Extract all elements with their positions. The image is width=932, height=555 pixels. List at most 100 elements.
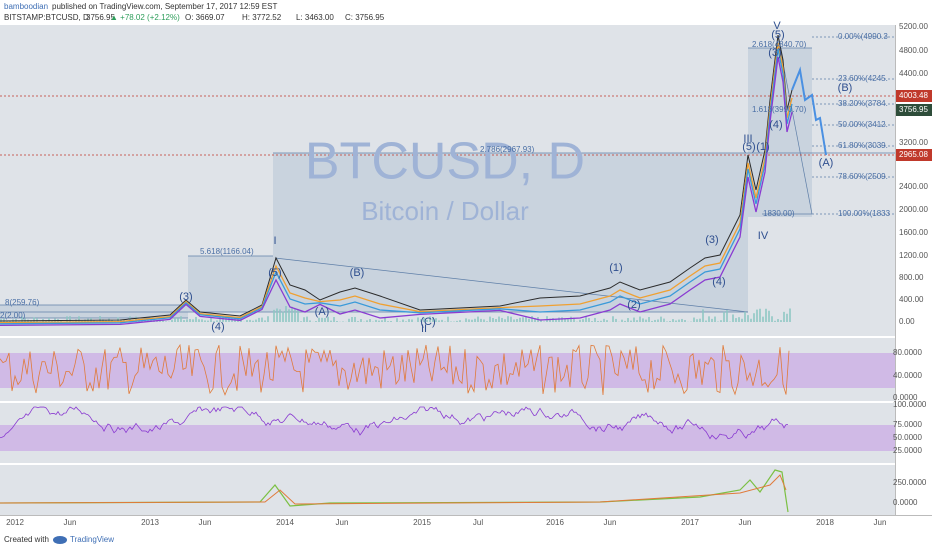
price-label: 2000.00 <box>899 205 928 214</box>
ohlc: L: 3463.00 <box>296 13 334 22</box>
volume-bar <box>495 319 497 322</box>
volume-bar <box>693 318 695 322</box>
volume-bar <box>276 308 278 322</box>
volume-bar <box>771 316 773 322</box>
ohlc: O: 3669.07 <box>185 13 225 22</box>
volume-bar <box>297 309 299 322</box>
volume-bar <box>180 316 182 322</box>
published: published on TradingView.com, September … <box>52 2 277 11</box>
volume-bar <box>447 317 449 322</box>
volume-bar <box>663 319 665 322</box>
volume-bar <box>750 319 752 322</box>
time-label: Jun <box>199 518 212 527</box>
volume-bar <box>357 321 359 322</box>
time-label: Jun <box>64 518 77 527</box>
volume-bar <box>621 320 623 322</box>
volume-bar <box>396 318 398 322</box>
wave-label: (2) <box>627 299 640 311</box>
time-label: 2012 <box>6 518 24 527</box>
time-label: 2017 <box>681 518 699 527</box>
volume-bar <box>456 321 458 322</box>
volume-bar <box>489 317 491 322</box>
volume-bar <box>612 316 614 322</box>
axis-line <box>0 515 932 516</box>
volume-bar <box>759 309 761 322</box>
author: bamboodian <box>4 2 48 11</box>
price-label: 0.00 <box>899 317 915 326</box>
ohlc: H: 3772.52 <box>242 13 282 22</box>
volume-bar <box>402 320 404 322</box>
wave-label: II <box>421 323 427 335</box>
volume-bar <box>471 320 473 322</box>
volume-bar <box>702 309 704 322</box>
volume-bar <box>786 314 788 322</box>
time-label: 2013 <box>141 518 159 527</box>
wave-label: (A) <box>315 306 330 318</box>
volume-bar <box>477 317 479 322</box>
wave-label: (3) <box>179 291 192 303</box>
volume-bar <box>630 321 632 322</box>
volume-bar <box>321 318 323 322</box>
time-label: Jul <box>473 518 483 527</box>
footer-text: Created with <box>4 535 49 544</box>
volume-bar <box>627 318 629 322</box>
wave-label: I <box>273 235 276 247</box>
volume-bar <box>291 307 293 322</box>
change: ▲ +78.02 (+2.12%) <box>110 13 180 22</box>
volume-bar <box>516 319 518 322</box>
volume-bar <box>708 316 710 322</box>
volume-bar <box>267 316 269 322</box>
time-label: Jun <box>874 518 887 527</box>
pane-divider <box>0 463 895 465</box>
volume-bar <box>570 317 572 322</box>
volume-bar <box>642 318 644 322</box>
volume-bar <box>459 320 461 322</box>
volume-bar <box>789 308 791 322</box>
volume-bar <box>726 310 728 322</box>
volume-bar <box>177 318 179 322</box>
volume-bar <box>294 308 296 322</box>
volume-bar <box>381 320 383 322</box>
volume-bar <box>354 317 356 322</box>
volume-bar <box>360 319 362 322</box>
wave-label: (B) <box>350 267 365 279</box>
volume-bar <box>567 319 569 322</box>
volume-bar <box>48 318 50 322</box>
watermark: Bitcoin / Dollar <box>361 196 529 226</box>
rsi-label: 25.0000 <box>893 446 922 455</box>
volume-bar <box>777 319 779 322</box>
volume-bar <box>186 319 188 322</box>
volume-bar <box>192 319 194 322</box>
volume-bar <box>258 318 260 322</box>
volume-bar <box>324 318 326 322</box>
volume-bar <box>606 320 608 322</box>
volume-bar <box>69 316 71 322</box>
price-label: 800.00 <box>899 273 924 282</box>
fib-label: 1830.00) <box>763 209 795 218</box>
wave-label: (3) <box>705 234 718 246</box>
wave-label: (4) <box>712 276 725 288</box>
wave-label: (1) <box>756 141 769 153</box>
time-label: Jun <box>604 518 617 527</box>
volume-bar <box>201 319 203 322</box>
volume-bar <box>249 320 251 322</box>
pane-divider <box>0 401 895 403</box>
watermark: BTCUSD, D <box>305 133 585 191</box>
macd-label: 0.0000 <box>893 498 918 507</box>
volume-bar <box>483 319 485 322</box>
volume-bar <box>33 317 35 322</box>
volume-bar <box>441 320 443 322</box>
volume-bar <box>579 320 581 322</box>
volume-bar <box>198 319 200 322</box>
volume-bar <box>597 321 599 322</box>
rsi-band <box>0 425 895 451</box>
time-label: 2016 <box>546 518 564 527</box>
volume-bar <box>594 318 596 322</box>
volume-bar <box>165 321 167 322</box>
volume-bar <box>747 315 749 322</box>
time-label: 2015 <box>413 518 431 527</box>
volume-bar <box>255 320 257 322</box>
price-tag: 4003.48 <box>899 91 928 100</box>
volume-bar <box>633 318 635 322</box>
